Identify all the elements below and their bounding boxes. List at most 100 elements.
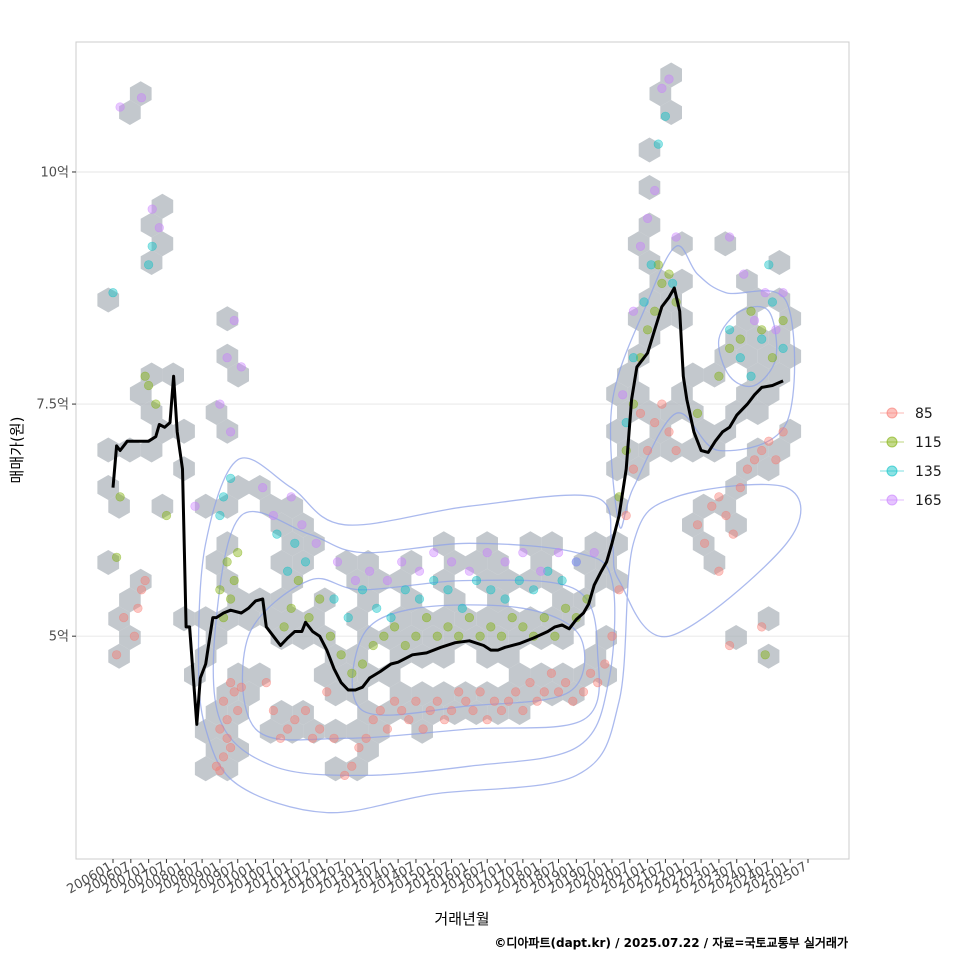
data-point-85 <box>525 677 535 688</box>
hexbin-cell <box>508 662 531 688</box>
hexbin-cell <box>205 700 228 725</box>
data-point-85 <box>425 705 435 716</box>
hexbin-cell <box>714 493 737 519</box>
data-point-115 <box>642 325 653 335</box>
data-point-165 <box>397 557 407 567</box>
hexbin-cell <box>249 662 271 688</box>
hexbin-cell <box>627 343 650 369</box>
hexbin-cell <box>108 643 130 669</box>
hexbin-cell <box>682 512 704 538</box>
hexbin-cell <box>173 456 195 482</box>
data-point-85 <box>749 455 760 465</box>
data-point-135 <box>300 557 311 567</box>
data-point-85 <box>222 733 232 743</box>
data-point-85 <box>664 427 674 437</box>
data-point-135 <box>653 139 663 149</box>
hexbin-cell <box>757 606 780 632</box>
data-point-85 <box>283 724 293 734</box>
hexbin-cell <box>346 643 369 669</box>
hexbin-cell <box>270 587 293 613</box>
data-point-85 <box>560 677 571 688</box>
data-point-85 <box>553 687 564 697</box>
hexbin-cell <box>151 193 174 219</box>
legend-key-point <box>886 465 898 477</box>
data-point-115 <box>422 612 432 623</box>
data-point-85 <box>236 682 246 692</box>
data-point-115 <box>140 371 150 381</box>
data-point-165 <box>571 557 581 567</box>
data-point-85 <box>218 696 229 706</box>
data-point-85 <box>593 677 603 688</box>
hexbin-cell <box>108 493 130 519</box>
data-point-135 <box>646 260 656 270</box>
data-point-165 <box>778 288 788 298</box>
density-contour <box>212 510 616 777</box>
hexbin-cell <box>736 343 758 369</box>
hexbin-cell <box>173 606 195 632</box>
hexbin-cell <box>768 325 791 350</box>
data-point-85 <box>771 455 781 465</box>
hexbin-cell <box>638 250 661 275</box>
data-point-165 <box>642 213 653 223</box>
hexbin-cell <box>552 625 574 650</box>
data-point-165 <box>650 185 660 196</box>
hexbin-cell <box>660 62 682 88</box>
caption: ©디아파트(dapt.kr) / 2025.07.22 / 자료=국토교통부 실… <box>494 935 848 950</box>
data-point-115 <box>336 650 346 660</box>
data-point-165 <box>147 204 157 214</box>
hexbin-cell <box>552 587 574 613</box>
data-point-115 <box>539 612 549 623</box>
data-point-85 <box>300 705 311 716</box>
data-point-85 <box>329 733 339 743</box>
density-contour <box>609 245 796 529</box>
hexbin-cell <box>541 568 563 594</box>
data-point-135 <box>557 575 567 586</box>
data-point-115 <box>454 631 464 641</box>
hexbin-cell <box>638 175 661 200</box>
hexbin-cell <box>692 493 715 519</box>
hexbin-cell <box>108 606 130 632</box>
data-point-165 <box>749 315 760 326</box>
hexbin-cell <box>140 400 163 425</box>
data-point-85 <box>233 705 243 716</box>
hexbin-cell <box>324 681 347 707</box>
data-point-85 <box>546 668 557 678</box>
data-point-135 <box>218 492 229 502</box>
data-point-135 <box>500 594 510 604</box>
data-point-165 <box>297 520 307 530</box>
data-point-135 <box>329 594 339 604</box>
density-contour <box>197 457 802 814</box>
hexbin-cell <box>357 662 379 688</box>
hexbin-cell <box>487 625 509 650</box>
data-point-135 <box>108 288 118 298</box>
data-point-115 <box>486 622 496 632</box>
hexbin-cell <box>725 625 747 650</box>
hexbin-cell <box>638 437 661 463</box>
data-point-165 <box>229 315 239 326</box>
hexbin-cell <box>129 381 152 407</box>
data-point-165 <box>536 566 546 576</box>
data-point-135 <box>764 260 774 270</box>
hexbin-cell <box>227 362 249 388</box>
data-point-115 <box>357 659 368 669</box>
hexbin-cell <box>768 250 791 275</box>
hexbin-cell <box>725 400 747 425</box>
data-point-85 <box>340 770 350 781</box>
hexbin-cell <box>227 662 249 688</box>
hexbin-cell <box>508 700 531 725</box>
data-point-85 <box>418 724 428 734</box>
hexbin-cell <box>335 550 358 575</box>
x-axis: 2006012006072007012007072008012008072009… <box>65 859 810 897</box>
data-point-85 <box>628 464 639 474</box>
hexbin-cell <box>151 493 174 519</box>
data-point-135 <box>778 343 788 354</box>
legend-label: 165 <box>915 493 942 509</box>
hexbin-cell <box>433 531 455 557</box>
data-point-115 <box>550 631 560 641</box>
hexbin-cell <box>714 343 737 369</box>
data-point-165 <box>518 547 528 558</box>
data-point-135 <box>543 566 553 576</box>
hexbin-cell <box>671 306 693 332</box>
data-point-85 <box>511 687 521 697</box>
